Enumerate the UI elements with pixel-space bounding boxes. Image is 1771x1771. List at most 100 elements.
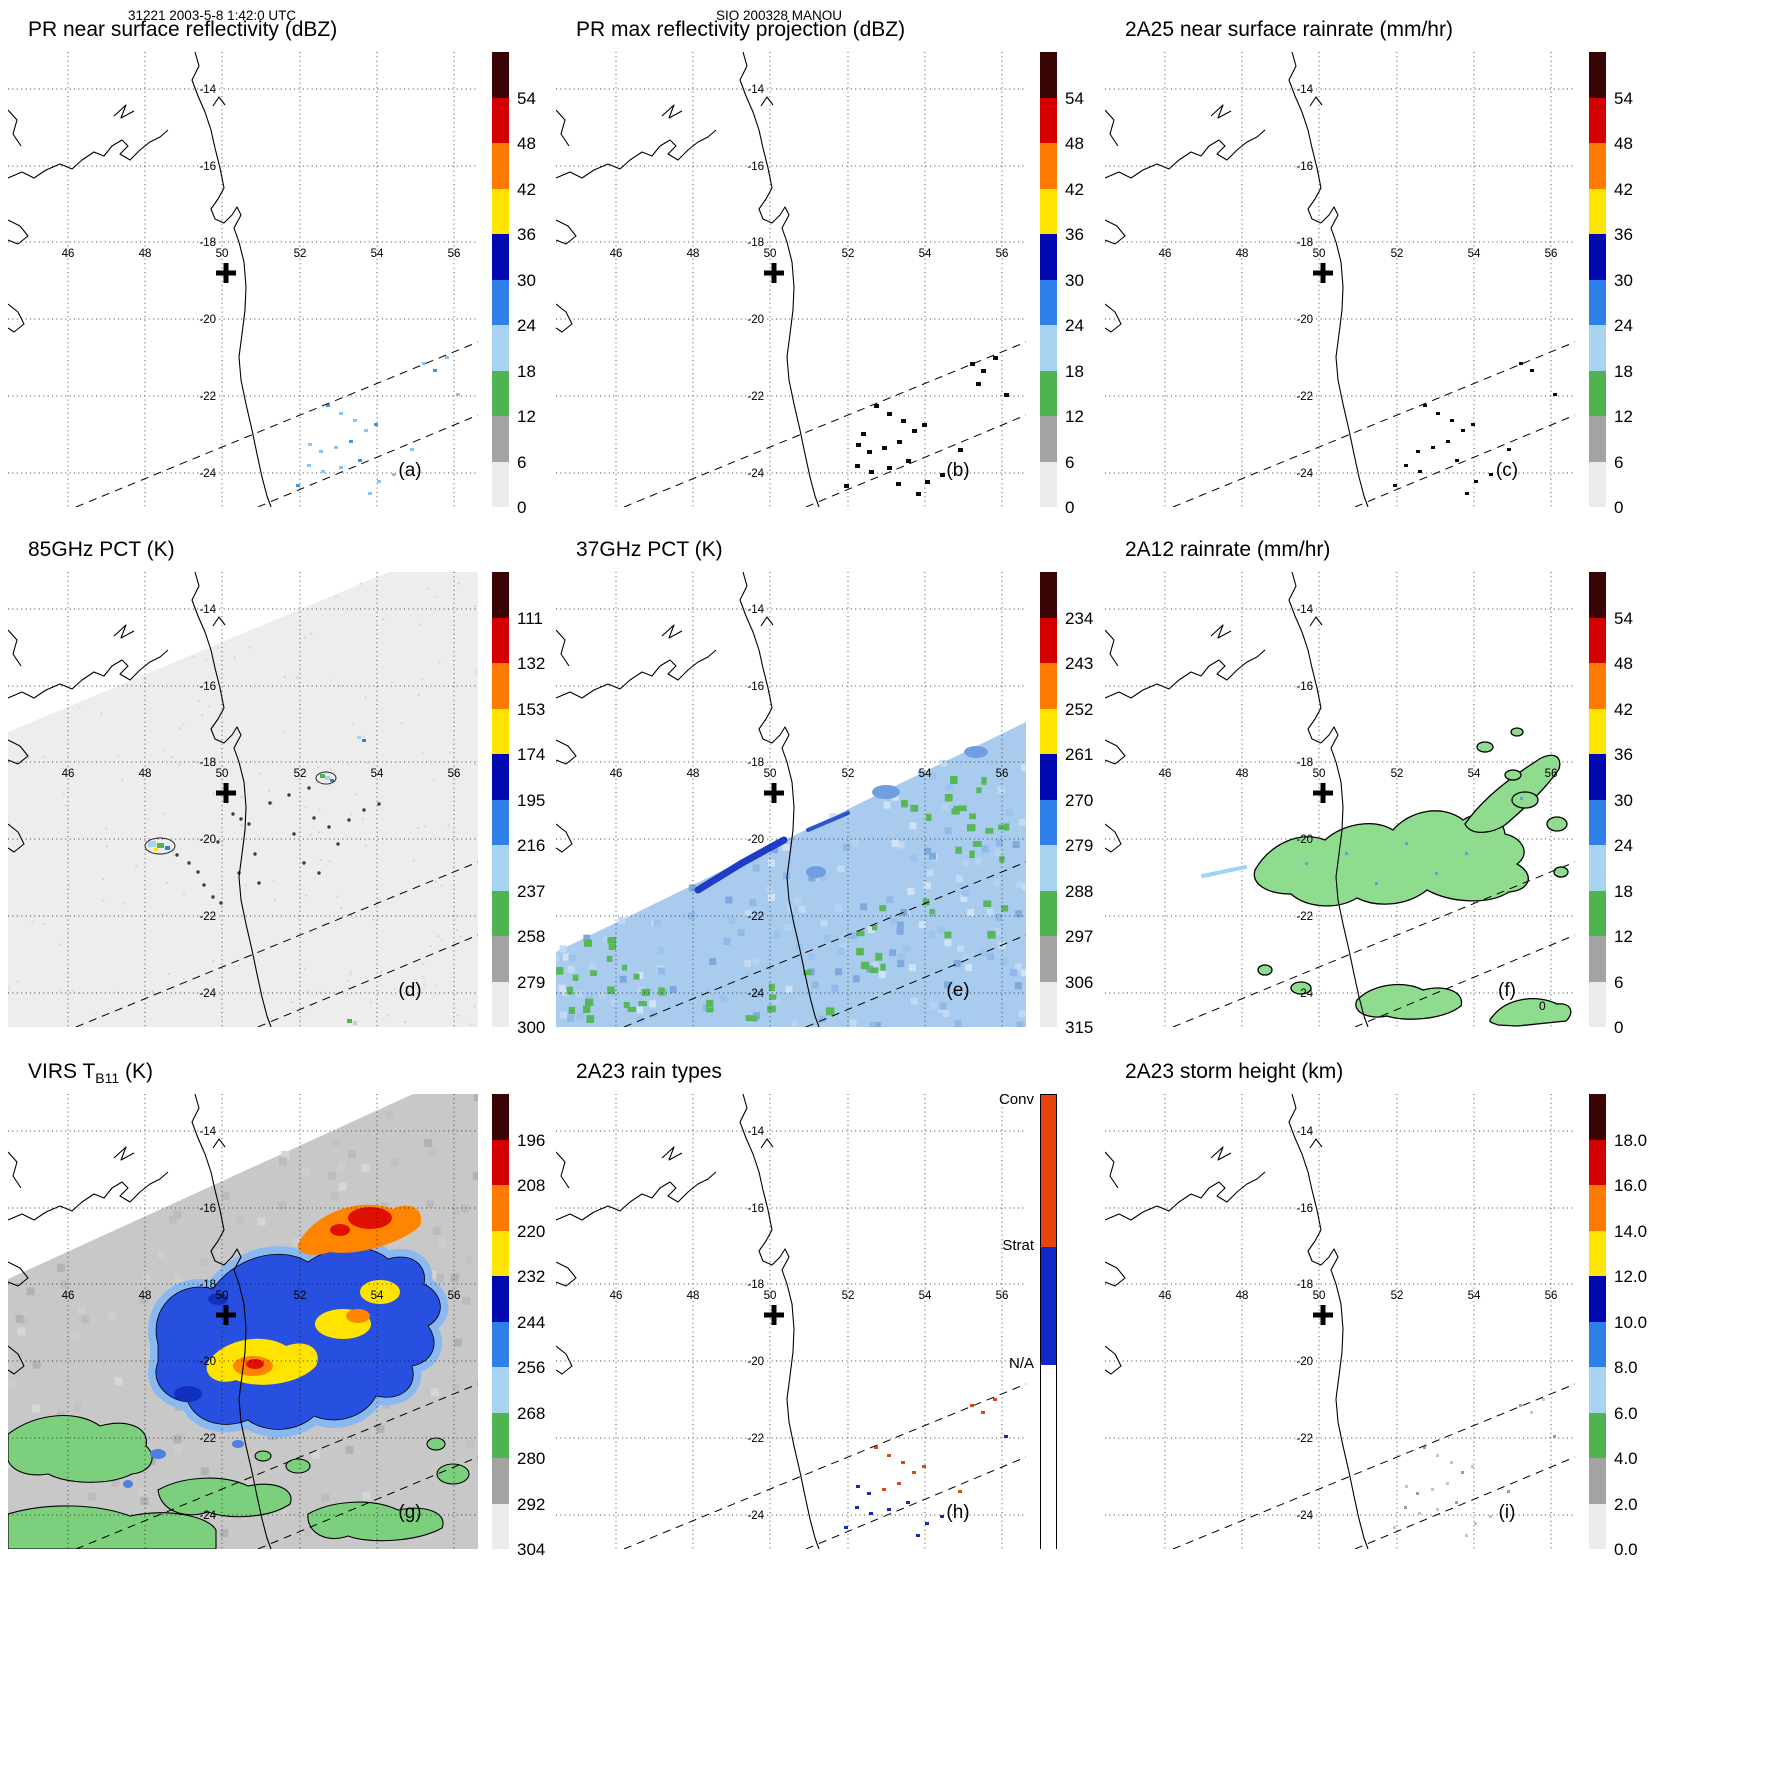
- lon-label: 50: [764, 248, 777, 260]
- colorbar-segment: [492, 1367, 509, 1413]
- colorbar-tick: 111: [517, 608, 543, 628]
- colorbar-tick: 48: [1614, 134, 1633, 153]
- map-background: [1105, 1094, 1575, 1549]
- colorbar-bar: [492, 52, 509, 507]
- panel-i: 2A23 storm height (km) 46 48 50 52 54 56 -14 -16…: [1097, 1056, 1657, 1576]
- rain-cell-cores: [1201, 797, 1523, 885]
- lon-label: 52: [294, 248, 307, 260]
- lat-label: -18: [1296, 237, 1313, 249]
- panel-title: 85GHz PCT (K): [28, 538, 175, 562]
- lon-label: 52: [1391, 1290, 1404, 1302]
- panel-letter: (i): [1499, 1502, 1516, 1523]
- swath-edge-line: [805, 934, 1026, 1027]
- colorbar-tick: 24: [1065, 316, 1084, 335]
- graticule-labels: 46 48 50 52 54 56 -14 -16 -18 -20 -22 -24: [62, 1126, 461, 1522]
- colorbar-tick: 280: [517, 1449, 546, 1468]
- graticule: [556, 572, 1026, 1027]
- colorbar-segment: [1589, 936, 1606, 982]
- colorbar-tick: 256: [517, 1358, 546, 1377]
- colorbar-segment: [1040, 325, 1057, 371]
- site-cross-marker: [216, 1305, 236, 1325]
- lat-label: -20: [747, 314, 764, 326]
- colorbar-tick: 243: [1065, 654, 1094, 673]
- colorbar-tick: 42: [1065, 179, 1084, 199]
- colorbar-segment: [1040, 663, 1057, 709]
- panel-letter: (d): [398, 980, 421, 1001]
- lat-label: -18: [199, 1279, 216, 1291]
- lat-label: -22: [747, 391, 764, 403]
- coastline: [1105, 1094, 1369, 1549]
- colorbar-segment: [1589, 143, 1606, 189]
- site-cross-marker: [764, 263, 784, 283]
- site-cross-marker: [764, 783, 784, 803]
- colorbar-segment: [492, 708, 509, 754]
- colorbar-tick: 12: [1065, 407, 1084, 426]
- panel-title-text: (K): [119, 1060, 153, 1083]
- site-cross-marker: [764, 1305, 784, 1325]
- panel-title: 2A23 storm height (km): [1125, 1060, 1343, 1084]
- colorbar-segment: [1589, 1321, 1606, 1367]
- lat-label: -22: [199, 1433, 216, 1445]
- lon-label: 48: [687, 1290, 700, 1302]
- lon-label: 52: [842, 768, 855, 780]
- colorbar-tick: 244: [517, 1312, 546, 1332]
- lon-label: 46: [610, 248, 623, 260]
- panel-title-text: 2A25 near surface rainrate (mm/hr): [1125, 18, 1453, 41]
- swath-edge-line: [805, 414, 1026, 507]
- colorbar-tick: 237: [517, 881, 546, 901]
- colorbar-tick: 48: [517, 134, 536, 153]
- colorbar-tick: 232: [517, 1267, 546, 1286]
- colorbar-bar: [1040, 52, 1057, 507]
- colorbar-tick: 6: [1614, 452, 1624, 472]
- lat-label: -18: [199, 237, 216, 249]
- colorbar-segment: [1040, 936, 1057, 982]
- colorbar-segment: [1040, 97, 1057, 143]
- colorbar-bar: [1589, 52, 1606, 507]
- lon-label: 56: [448, 1290, 461, 1302]
- panel-g: VIRS TB11 (K) 46 48 50 52 54 56 -14 -16 -18 -20 -22…: [0, 1056, 560, 1576]
- colorbar-segment: [1589, 416, 1606, 462]
- lon-label: 50: [1313, 1290, 1326, 1302]
- lat-label: -18: [1296, 1279, 1313, 1291]
- lon-label: 46: [62, 768, 75, 780]
- colorbar-segment: [1589, 663, 1606, 709]
- colorbar-segment: [1040, 799, 1057, 845]
- lon-label: 50: [764, 1290, 777, 1302]
- pct37-cold-streak: [694, 746, 988, 894]
- colorbar-tick: 258: [517, 927, 546, 946]
- colorbar-tick: 2.0: [1614, 1494, 1638, 1514]
- colorbar-tick: 30: [517, 270, 536, 290]
- panel-e: 37GHz PCT (K) 46 48 50 52 54 56 -14 -16 -18 -20 -22…: [548, 534, 1108, 1054]
- lat-label: -14: [1296, 84, 1313, 96]
- lat-label: -24: [1296, 1510, 1313, 1522]
- site-cross-marker: [216, 783, 236, 803]
- lat-label: -16: [1296, 681, 1313, 693]
- panel-title-text: PR max reflectivity projection (dBZ): [576, 18, 906, 41]
- lon-label: 56: [996, 768, 1009, 780]
- swath-edge-line: [623, 341, 1026, 507]
- colorbar-segment: [1589, 799, 1606, 845]
- colorbar-segment: [492, 572, 509, 618]
- panel-letter: (h): [946, 1502, 969, 1523]
- colorbar-tick: 153: [517, 699, 546, 719]
- lon-label: 46: [62, 1290, 75, 1302]
- colorbar-tick: 279: [1065, 836, 1094, 855]
- colorbar-segment: [1040, 188, 1057, 234]
- colorbar-segment: [492, 52, 509, 98]
- lat-label: -20: [199, 1356, 216, 1368]
- colorbar-tick: 18: [517, 361, 536, 381]
- lon-label: 56: [1545, 248, 1558, 260]
- colorbar-tick: 12: [1614, 407, 1633, 426]
- colorbar-tick: 315: [1065, 1018, 1094, 1037]
- site-cross-marker: [1313, 1305, 1333, 1325]
- colorbar-tick: 288: [1065, 881, 1094, 901]
- lat-label: -22: [747, 911, 764, 923]
- colorbar-segment: [492, 1276, 509, 1322]
- colorbar-tick: 252: [1065, 699, 1094, 719]
- graticule: [8, 572, 478, 1027]
- lat-label: -18: [1296, 757, 1313, 769]
- colorbar-bar: [492, 572, 509, 1027]
- colorbar-segment: [1589, 279, 1606, 325]
- colorbar-segment: [492, 663, 509, 709]
- swath-edge-lines: [75, 341, 478, 507]
